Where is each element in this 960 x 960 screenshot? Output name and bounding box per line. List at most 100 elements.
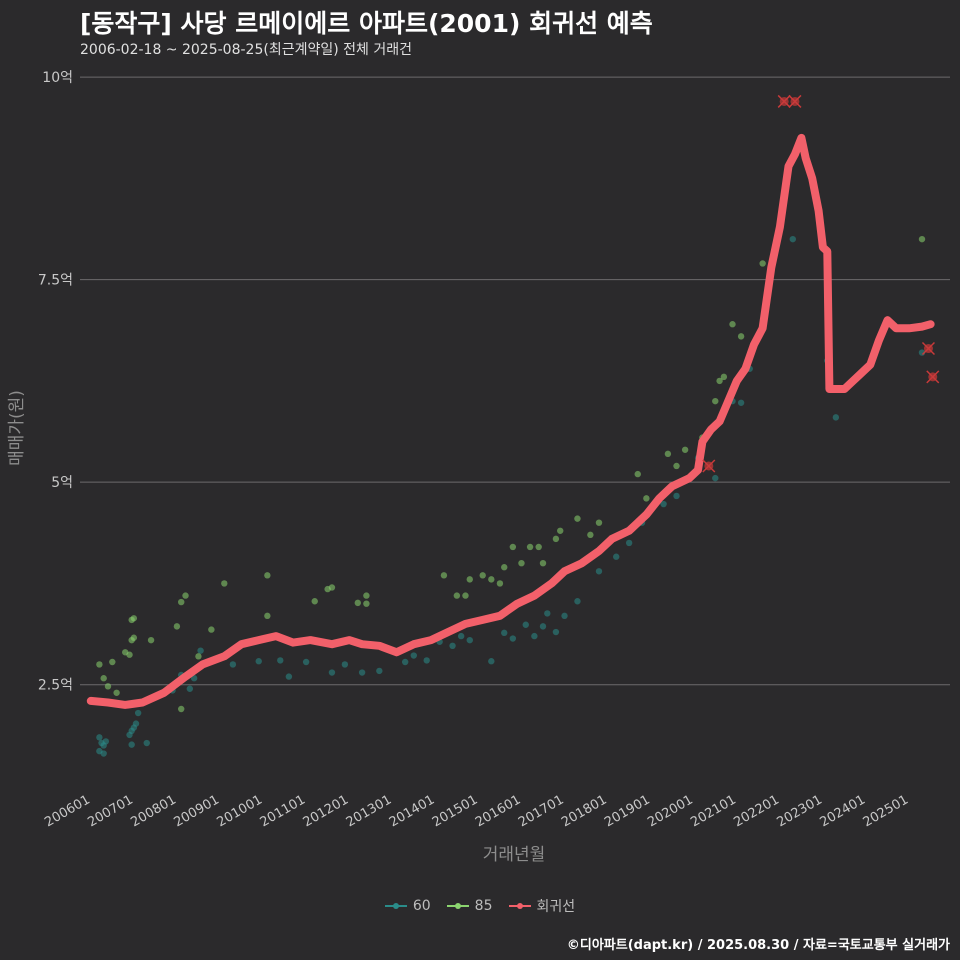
data-point-60 [358,669,366,676]
data-point-60 [509,635,517,642]
data-point-85 [595,519,603,526]
legend-item-trend: 회귀선 [508,896,576,916]
data-point-85 [264,572,271,579]
legend-label-trend: 회귀선 [536,899,576,915]
data-point-60 [613,553,620,560]
data-point-85 [737,333,745,340]
data-point-60 [302,658,310,666]
data-point-85 [328,584,336,591]
x-tick-label: 202001 [645,792,695,830]
data-point-60 [186,685,194,692]
data-point-60 [255,658,262,665]
outlier-cross [921,341,935,356]
x-tick-label: 200901 [171,792,221,830]
data-point-60 [466,636,473,644]
outlier-markers [702,94,940,473]
x-tick-label: 201501 [430,792,480,830]
x-tick-label: 201901 [602,792,652,830]
data-point-60 [128,741,135,748]
legend-item-60: 60 [384,898,431,914]
x-tick-label: 201701 [516,792,566,830]
data-point-85 [113,689,120,696]
data-point-85 [178,705,185,713]
data-point-60 [449,642,456,650]
data-point-60 [143,739,150,747]
data-point-85 [147,636,155,644]
data-point-60 [574,598,581,605]
data-point-60 [625,539,633,547]
data-point-60 [457,632,465,640]
data-point-85 [100,675,107,682]
legend-label-85: 85 [474,898,493,914]
data-point-85 [518,559,525,567]
data-point-60 [673,492,680,500]
data-point-60 [712,474,719,482]
grid-layer [80,76,950,686]
data-point-60 [100,750,107,757]
y-tick-label: 2.5억 [38,678,73,694]
legend-key-85 [446,903,469,909]
data-point-85 [440,572,448,579]
data-point-60 [134,709,142,717]
chart-title: [동작구] 사당 르메이에르 아파트(2001) 회귀선 예측 [80,9,653,38]
x-axis-title: 거래년월 [483,845,546,865]
x-tick-label: 201001 [215,792,265,830]
data-point-60 [190,675,198,682]
data-point-85 [479,572,486,579]
legend-key-60 [384,903,407,909]
data-point-60 [96,734,103,741]
y-tick-label: 5억 [51,475,73,491]
data-point-85 [363,592,370,599]
data-point-85 [109,658,116,666]
data-point-85 [535,543,542,551]
data-point-85 [221,580,228,587]
axis-labels: 2.5억5억7.5억10억200601200701200801200901201… [38,70,911,830]
chart-subtitle: 2006-02-18 ~ 2025-08-25(최근계약일) 전체 거래건 [80,42,412,58]
x-tick-label: 202201 [731,792,781,830]
x-tick-label: 201201 [301,792,351,830]
data-point-60 [341,661,349,668]
legend-item-85: 85 [446,898,493,914]
data-point-60 [197,647,204,654]
data-point-60 [328,669,336,676]
data-point-85 [96,661,103,668]
x-tick-label: 200801 [128,792,178,830]
data-point-85 [488,576,495,583]
data-point-60 [789,235,796,243]
data-point-85 [716,377,723,385]
scatter-points [96,235,926,757]
x-tick-label: 200701 [85,792,135,830]
data-point-60 [561,612,568,620]
data-point-60 [410,652,417,659]
data-point-60 [737,399,745,406]
x-tick-label: 200601 [42,792,92,830]
data-point-85 [720,373,728,381]
y-axis-title: 매매가(원) [7,390,27,466]
outlier-cross [777,94,791,108]
data-point-85 [634,470,641,478]
data-point-85 [130,634,138,641]
data-point-85 [574,515,581,522]
data-point-60 [544,610,551,617]
data-point-85 [681,446,689,453]
data-point-85 [729,321,736,328]
data-point-85 [673,462,680,470]
data-point-60 [229,661,237,668]
data-point-85 [104,683,112,690]
data-point-85 [466,576,473,583]
data-point-85 [501,564,508,571]
data-point-60 [501,629,508,637]
x-tick-label: 201301 [344,792,394,830]
outlier-cross [926,370,940,384]
data-point-85 [552,535,560,543]
legend: 60 85 회귀선 [0,896,960,916]
data-point-85 [759,260,766,267]
x-tick-label: 202101 [688,792,738,830]
data-point-85 [264,612,271,620]
data-point-85 [496,580,504,587]
data-point-60 [552,628,560,636]
data-point-85 [126,651,133,658]
outlier-cross [702,459,716,473]
data-point-85 [453,592,461,599]
data-point-85 [462,592,469,599]
